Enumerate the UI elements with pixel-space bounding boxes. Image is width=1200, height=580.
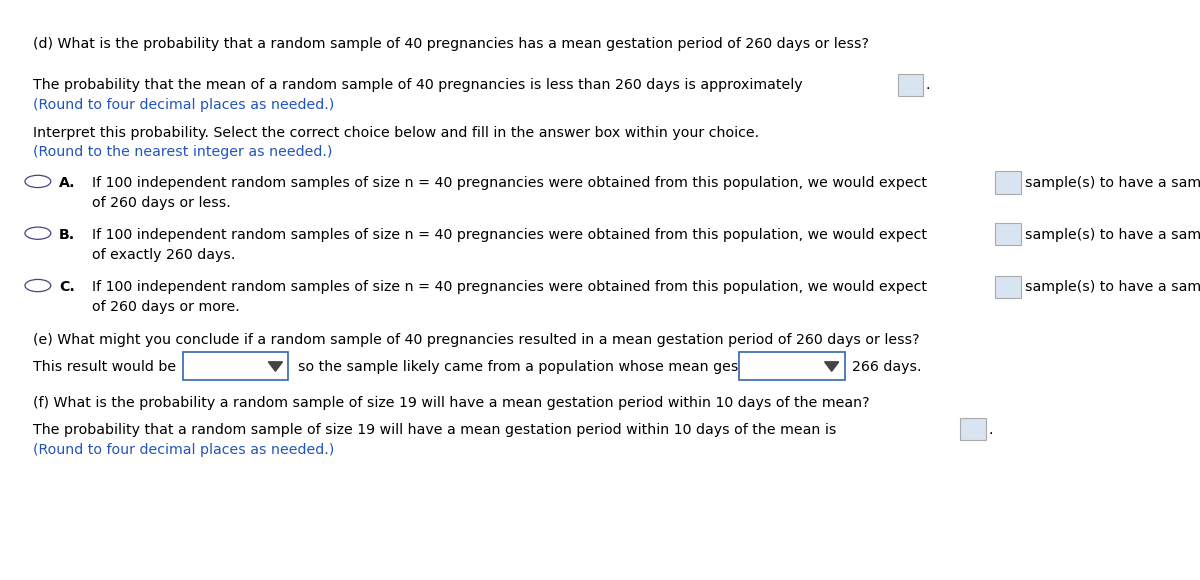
Text: sample(s) to have a sample mean: sample(s) to have a sample mean	[1025, 280, 1200, 294]
Polygon shape	[269, 362, 282, 371]
Text: B.: B.	[59, 227, 76, 242]
Text: so the sample likely came from a population whose mean gestation period is: so the sample likely came from a populat…	[298, 360, 846, 374]
Text: Interpret this probability. Select the correct choice below and fill in the answ: Interpret this probability. Select the c…	[34, 126, 760, 140]
Text: (e) What might you conclude if a random sample of 40 pregnancies resulted in a m: (e) What might you conclude if a random …	[34, 334, 919, 347]
Text: The probability that a random sample of size 19 will have a mean gestation perio: The probability that a random sample of …	[34, 422, 836, 437]
Text: sample(s) to have a sample mean: sample(s) to have a sample mean	[1025, 176, 1200, 190]
Text: This result would be: This result would be	[34, 360, 176, 374]
Text: C.: C.	[59, 280, 74, 294]
Text: of 260 days or more.: of 260 days or more.	[92, 300, 240, 314]
Text: of exactly 260 days.: of exactly 260 days.	[92, 248, 235, 262]
Text: (d) What is the probability that a random sample of 40 pregnancies has a mean ge: (d) What is the probability that a rando…	[34, 37, 869, 50]
Text: (Round to four decimal places as needed.): (Round to four decimal places as needed.…	[34, 443, 335, 457]
FancyBboxPatch shape	[995, 223, 1021, 245]
FancyBboxPatch shape	[995, 276, 1021, 298]
Text: (Round to four decimal places as needed.): (Round to four decimal places as needed.…	[34, 98, 335, 112]
Text: If 100 independent random samples of size n = 40 pregnancies were obtained from : If 100 independent random samples of siz…	[92, 227, 926, 242]
FancyBboxPatch shape	[995, 172, 1021, 194]
FancyBboxPatch shape	[182, 353, 288, 380]
Text: If 100 independent random samples of size n = 40 pregnancies were obtained from : If 100 independent random samples of siz…	[92, 176, 926, 190]
Text: .: .	[925, 78, 930, 92]
Text: (f) What is the probability a random sample of size 19 will have a mean gestatio: (f) What is the probability a random sam…	[34, 396, 870, 410]
Polygon shape	[824, 362, 839, 371]
FancyBboxPatch shape	[739, 353, 845, 380]
Text: If 100 independent random samples of size n = 40 pregnancies were obtained from : If 100 independent random samples of siz…	[92, 280, 926, 294]
FancyBboxPatch shape	[898, 74, 924, 96]
Text: A.: A.	[59, 176, 76, 190]
Text: .: .	[988, 422, 992, 437]
Text: sample(s) to have a sample mean: sample(s) to have a sample mean	[1025, 227, 1200, 242]
Text: (Round to the nearest integer as needed.): (Round to the nearest integer as needed.…	[34, 145, 332, 160]
Text: of 260 days or less.: of 260 days or less.	[92, 197, 230, 211]
Text: 266 days.: 266 days.	[852, 360, 922, 374]
FancyBboxPatch shape	[960, 418, 985, 440]
Text: The probability that the mean of a random sample of 40 pregnancies is less than : The probability that the mean of a rando…	[34, 78, 803, 92]
